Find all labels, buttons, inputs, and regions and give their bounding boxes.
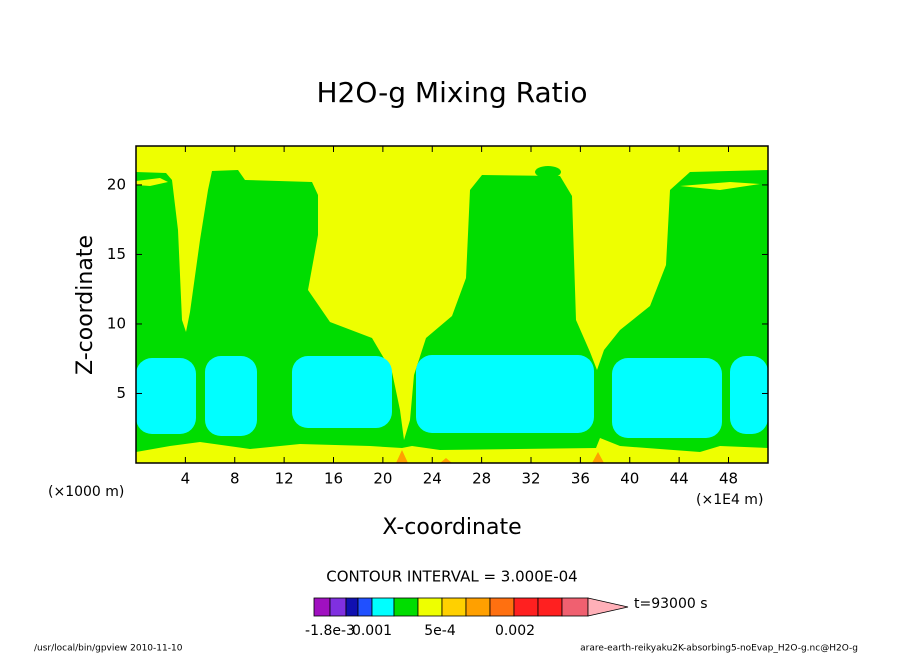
x-tick-label: 4 [181,470,191,488]
x-tick-label: 48 [719,470,738,488]
chart-title: H2O-g Mixing Ratio [316,76,587,109]
contour-region [535,166,561,178]
contour-region [396,450,604,463]
colorbar-swatch [561,597,589,617]
x-tick-label: 32 [521,470,540,488]
contour-region [680,182,760,190]
x-unit: (×1E4 m) [696,492,763,508]
colorbar-label: 5e-4 [424,623,456,639]
colorbar-swatch [489,597,515,617]
colorbar-swatch [393,597,419,617]
colorbar-swatch [329,597,347,617]
colorbar-swatch [465,597,491,617]
x-tick-label: 36 [571,470,590,488]
colorbar-swatch [345,597,359,617]
footer-right: arare-earth-reikyaku2K-absorbing5-noEvap… [580,644,858,654]
x-tick-label: 20 [373,470,392,488]
x-axis-label: X-coordinate [382,515,521,540]
contour-region [136,358,196,434]
colorbar-swatch [371,597,395,617]
y-tick-label: 5 [116,384,126,402]
colorbar-swatch [417,597,443,617]
contour-region [136,178,168,186]
contour-interval: CONTOUR INTERVAL = 3.000E-04 [326,568,577,586]
colorbar-swatch [537,597,563,617]
x-tick-label: 16 [324,470,343,488]
x-tick-label: 28 [472,470,491,488]
x-tick-label: 24 [423,470,442,488]
colorbar-swatch [357,597,373,617]
colorbar-label: -1.8e-3 [305,623,355,639]
colorbar-swatch [513,597,539,617]
y-unit: (×1000 m) [48,484,124,500]
time-label: t=93000 s [634,596,708,612]
footer-left: /usr/local/bin/gpview 2010-11-10 [34,644,183,654]
colorbar-label: 0.002 [495,623,535,639]
colorbar-swatch [441,597,467,617]
x-tick-label: 8 [230,470,240,488]
colorbar-label: 0.001 [352,623,392,639]
y-axis-label: Z-coordinate [73,235,98,375]
contour-region [292,356,392,428]
contour-region [416,355,594,433]
x-tick-label: 40 [620,470,639,488]
x-tick-label: 12 [275,470,294,488]
y-tick-label: 20 [107,175,126,193]
contour-region [730,356,768,434]
plot-frame [135,145,769,464]
y-tick-label: 10 [107,314,126,332]
contour-region [612,358,722,438]
colorbar-swatch [587,597,629,617]
x-tick-label: 44 [670,470,689,488]
colorbar-swatch [313,597,331,617]
y-tick-label: 15 [107,245,126,263]
plot-area [135,145,769,464]
contour-region [205,356,257,436]
